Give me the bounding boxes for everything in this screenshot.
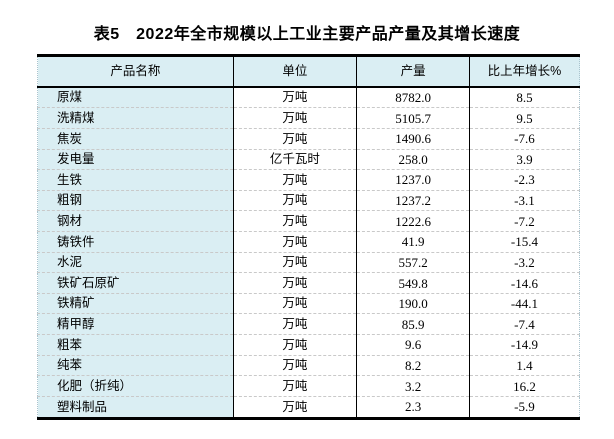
growth-cell: 1.4 — [469, 355, 580, 377]
output-cell: 8.2 — [356, 355, 470, 377]
output-cell: 3.2 — [356, 375, 470, 397]
unit-cell: 万吨 — [233, 313, 358, 336]
unit-cell: 万吨 — [233, 128, 358, 150]
table-row: 原煤 万吨 8782.0 8.5 — [37, 86, 580, 109]
unit-cell: 万吨 — [233, 293, 358, 315]
header-growth: 比上年增长% — [469, 55, 580, 88]
growth-cell: -7.6 — [469, 128, 580, 150]
table-row: 精甲醇 万吨 85.9 -7.4 — [37, 313, 580, 336]
growth-cell: -14.6 — [469, 272, 580, 294]
output-cell: 2.3 — [356, 396, 470, 419]
header-product-name: 产品名称 — [37, 55, 234, 88]
growth-cell: -14.9 — [469, 334, 580, 356]
product-name-cell: 精甲醇 — [37, 313, 234, 336]
table-row: 洗精煤 万吨 5105.7 9.5 — [37, 107, 580, 129]
output-cell: 9.6 — [356, 334, 470, 356]
unit-cell: 万吨 — [233, 334, 358, 356]
unit-cell: 万吨 — [233, 375, 358, 397]
output-cell: 1490.6 — [356, 128, 470, 150]
table-row: 化肥（折纯） 万吨 3.2 16.2 — [37, 375, 580, 397]
product-name-cell: 铁精矿 — [37, 293, 234, 315]
product-name-cell: 生铁 — [37, 169, 234, 191]
products-table-container: 产品名称 单位 产量 比上年增长% 原煤 万吨 8782.0 8.5 洗精煤 万吨 5105… — [37, 54, 580, 420]
growth-cell: 3.9 — [469, 149, 580, 171]
unit-cell: 万吨 — [233, 396, 358, 419]
growth-cell: -15.4 — [469, 231, 580, 253]
unit-cell: 万吨 — [233, 86, 358, 109]
growth-cell: -7.4 — [469, 313, 580, 336]
output-cell: 1237.0 — [356, 169, 470, 191]
header-output: 产量 — [356, 55, 470, 88]
growth-cell: 16.2 — [469, 375, 580, 397]
output-cell: 5105.7 — [356, 107, 470, 129]
unit-cell: 万吨 — [233, 231, 358, 253]
product-name-cell: 洗精煤 — [37, 107, 234, 129]
growth-cell: 8.5 — [469, 86, 580, 109]
unit-cell: 万吨 — [233, 272, 358, 294]
growth-cell: -44.1 — [469, 293, 580, 315]
table-row: 钢材 万吨 1222.6 -7.2 — [37, 210, 580, 232]
product-name-cell: 塑料制品 — [37, 396, 234, 419]
table-row: 铁精矿 万吨 190.0 -44.1 — [37, 293, 580, 315]
product-name-cell: 粗钢 — [37, 190, 234, 212]
products-table: 产品名称 单位 产量 比上年增长% 原煤 万吨 8782.0 8.5 洗精煤 万吨 5105… — [37, 54, 580, 420]
product-name-cell: 原煤 — [37, 86, 234, 109]
table-title: 表5 2022年全市规模以上工业主要产品产量及其增长速度 — [93, 26, 521, 43]
output-cell: 1222.6 — [356, 210, 470, 232]
product-name-cell: 铸铁件 — [37, 231, 234, 253]
product-name-cell: 焦炭 — [37, 128, 234, 150]
unit-cell: 万吨 — [233, 169, 358, 191]
unit-cell: 万吨 — [233, 107, 358, 129]
product-name-cell: 发电量 — [37, 149, 234, 171]
unit-cell: 万吨 — [233, 210, 358, 232]
product-name-cell: 纯苯 — [37, 355, 234, 377]
output-cell: 549.8 — [356, 272, 470, 294]
output-cell: 85.9 — [356, 313, 470, 336]
table-row: 粗钢 万吨 1237.2 -3.1 — [37, 190, 580, 212]
table-row: 纯苯 万吨 8.2 1.4 — [37, 355, 580, 377]
output-cell: 41.9 — [356, 231, 470, 253]
product-name-cell: 钢材 — [37, 210, 234, 232]
output-cell: 190.0 — [356, 293, 470, 315]
output-cell: 258.0 — [356, 149, 470, 171]
table-row: 铁矿石原矿 万吨 549.8 -14.6 — [37, 272, 580, 294]
table-row: 铸铁件 万吨 41.9 -15.4 — [37, 231, 580, 253]
growth-cell: -2.3 — [469, 169, 580, 191]
growth-cell: 9.5 — [469, 107, 580, 129]
table-row: 塑料制品 万吨 2.3 -5.9 — [37, 396, 580, 419]
table-row: 焦炭 万吨 1490.6 -7.6 — [37, 128, 580, 150]
header-unit: 单位 — [233, 55, 358, 88]
table-row: 水泥 万吨 557.2 -3.2 — [37, 252, 580, 274]
unit-cell: 亿千瓦时 — [233, 149, 358, 171]
growth-cell: -5.9 — [469, 396, 580, 419]
output-cell: 8782.0 — [356, 86, 470, 109]
product-name-cell: 粗苯 — [37, 334, 234, 356]
table-body: 原煤 万吨 8782.0 8.5 洗精煤 万吨 5105.7 9.5 焦炭 万吨 1490.6 -7.… — [37, 86, 580, 419]
growth-cell: -3.1 — [469, 190, 580, 212]
product-name-cell: 水泥 — [37, 252, 234, 274]
table-row: 生铁 万吨 1237.0 -2.3 — [37, 169, 580, 191]
product-name-cell: 铁矿石原矿 — [37, 272, 234, 294]
table-row: 粗苯 万吨 9.6 -14.9 — [37, 334, 580, 356]
growth-cell: -7.2 — [469, 210, 580, 232]
table-row: 发电量 亿千瓦时 258.0 3.9 — [37, 149, 580, 171]
unit-cell: 万吨 — [233, 190, 358, 212]
output-cell: 557.2 — [356, 252, 470, 274]
output-cell: 1237.2 — [356, 190, 470, 212]
growth-cell: -3.2 — [469, 252, 580, 274]
unit-cell: 万吨 — [233, 355, 358, 377]
product-name-cell: 化肥（折纯） — [37, 375, 234, 397]
header-row: 产品名称 单位 产量 比上年增长% — [37, 55, 580, 88]
unit-cell: 万吨 — [233, 252, 358, 274]
